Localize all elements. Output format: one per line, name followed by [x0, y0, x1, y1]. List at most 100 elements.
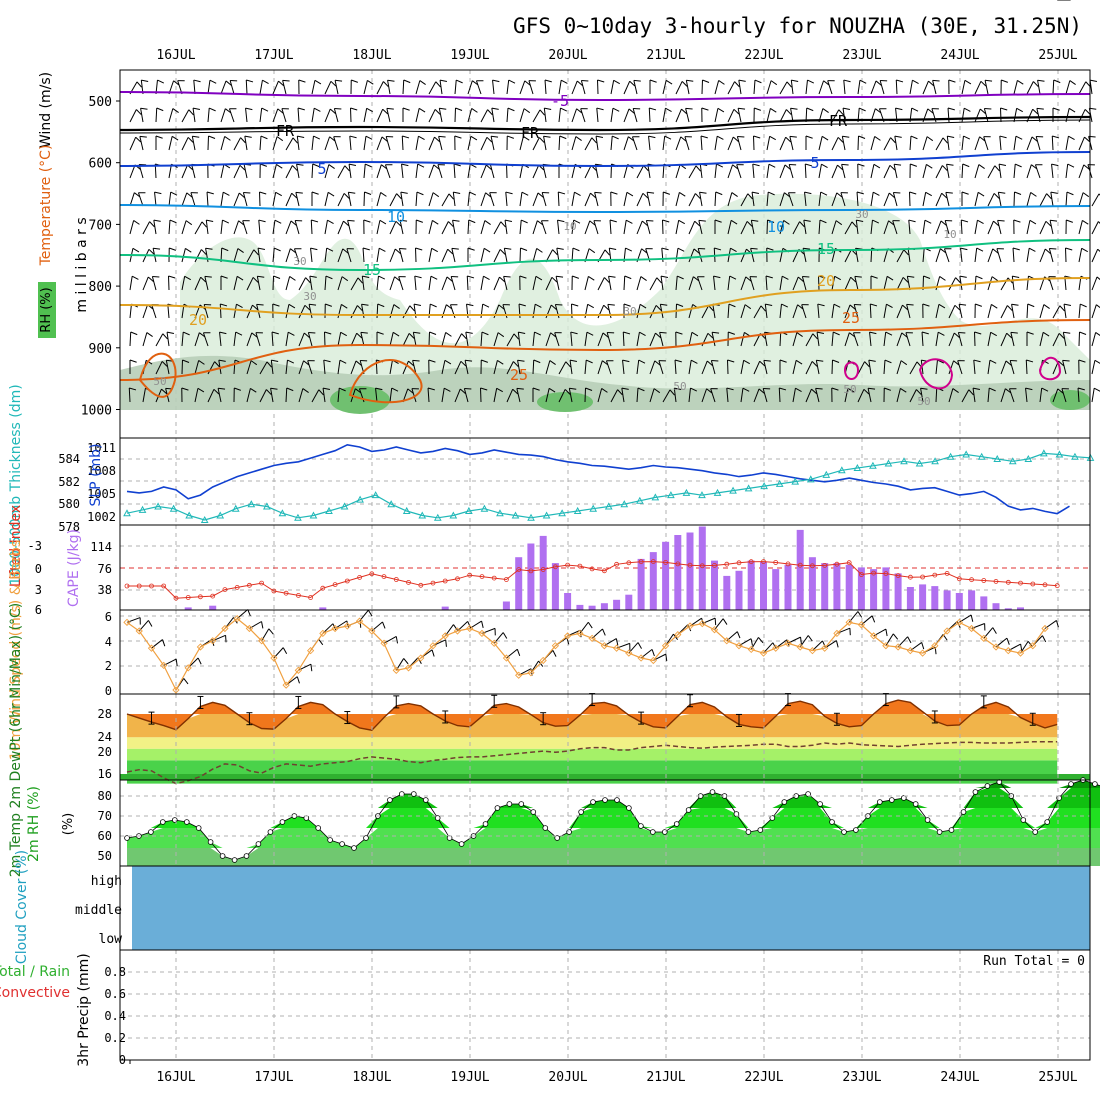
wind-barb-flag	[296, 676, 300, 684]
wind-barb-flag	[481, 331, 489, 336]
wind-barb	[790, 108, 794, 123]
wind-speed-point	[355, 617, 364, 625]
wind-barb	[597, 360, 603, 375]
panel-frame	[119, 609, 1091, 695]
wind-barb-flag	[613, 79, 620, 85]
wind-barb-flag	[311, 219, 319, 223]
wind-barb-flag	[817, 303, 825, 307]
wind-barb-flag	[558, 191, 566, 195]
wind-barb-flag	[1042, 331, 1050, 337]
wind-barb	[1078, 192, 1084, 207]
lifted-index-point	[357, 575, 363, 580]
wind-barb	[623, 108, 630, 123]
wind-barb	[1091, 304, 1097, 319]
wind-barb-flag	[329, 108, 336, 114]
wind-barb-flag	[1065, 247, 1073, 251]
wind-speed-point	[404, 664, 413, 672]
rh-contour-label: 10	[563, 220, 576, 233]
cape-bar	[576, 604, 584, 610]
wind-barb	[311, 80, 316, 95]
wind-barb-flag	[182, 359, 190, 363]
lifted-index-point	[846, 560, 852, 566]
wind-barb-flag	[1006, 332, 1013, 339]
wind-barb	[137, 192, 144, 207]
wind-barb	[1091, 332, 1097, 347]
wind-barb	[659, 304, 664, 319]
wind-barb	[376, 276, 379, 291]
rh-point	[948, 827, 955, 833]
rh-point	[267, 829, 274, 835]
wind-barb	[571, 220, 575, 235]
wind-barb	[270, 388, 274, 403]
wind-barb-flag	[769, 135, 776, 141]
thickness-point	[418, 511, 427, 519]
wind-barb	[790, 80, 794, 95]
wind-barb-flag	[653, 388, 661, 394]
thickness-point	[667, 491, 675, 499]
wind-barb-flag	[350, 107, 358, 111]
cape-bar	[772, 569, 780, 610]
cape-bar	[980, 596, 988, 610]
temperature-band	[127, 748, 1058, 761]
thickness-point	[433, 513, 442, 521]
wind-barb	[532, 359, 535, 375]
wind-barb	[636, 165, 645, 179]
wind-barb-flag	[222, 219, 230, 224]
wind-barb-flag	[552, 249, 558, 256]
wind-barb-flag	[912, 79, 919, 85]
wind-barb-flag	[843, 79, 851, 83]
temperature2m-axis-label: 2m Temp 2m DewPt (6hr Min/Max) (°C)	[8, 603, 24, 878]
rh-point	[1044, 819, 1050, 825]
wind-barb-flag	[674, 359, 682, 363]
wind-barb	[192, 108, 196, 123]
wind-barb	[996, 248, 1002, 263]
wind-barb-flag	[395, 636, 399, 644]
wind-barb-flag	[266, 361, 272, 368]
wind-barb	[308, 304, 313, 319]
temp-tick: 28	[98, 707, 112, 721]
wind-barb-flag	[1052, 135, 1060, 139]
wind-barb	[337, 193, 345, 207]
wind-barb-flag	[288, 303, 296, 309]
day-label: 19JUL	[450, 1070, 489, 1085]
wind-barb	[622, 360, 625, 375]
wind-barb-flag	[602, 332, 609, 338]
wind-barb-flag	[238, 220, 245, 226]
wind-barb-flag	[831, 387, 839, 391]
wind-barb-flag	[1066, 219, 1073, 223]
rh-point	[542, 825, 549, 831]
thickness-point	[231, 504, 240, 512]
wind-barb-flag	[873, 163, 881, 169]
wind-barb-flag	[791, 79, 799, 83]
wind-barb-flag	[963, 107, 971, 112]
wind-barb-flag	[507, 107, 515, 112]
wind-barb	[753, 361, 761, 375]
wind-barb-flag	[989, 387, 996, 392]
wind-barb-flag	[400, 191, 408, 194]
wind-barb-flag	[789, 135, 797, 138]
wind-barb-flag	[348, 163, 357, 166]
wind-barb-flag	[977, 191, 985, 197]
wind-barb-flag	[920, 387, 928, 390]
isotherm-blob	[348, 359, 423, 404]
rh-point	[566, 829, 572, 835]
wind-barb-flag	[224, 136, 231, 141]
wind-barb	[710, 388, 716, 403]
wind-barb	[987, 332, 992, 347]
wind-barb	[636, 276, 642, 291]
temperature-band	[127, 700, 1058, 731]
wind-barb	[153, 220, 157, 235]
wind-barb-flag	[361, 303, 369, 306]
wind-barb-flag	[745, 276, 752, 282]
rh-point	[279, 819, 286, 825]
wind-barb-flag	[628, 108, 635, 114]
wind-barb	[766, 108, 771, 123]
wind-barb-flag	[326, 247, 334, 252]
wind-barb-flag	[1031, 136, 1038, 142]
wind-barb-flag	[172, 108, 179, 113]
wind-barb	[233, 304, 237, 319]
wind-barb-flag	[169, 219, 177, 224]
wind-barb	[309, 276, 313, 291]
